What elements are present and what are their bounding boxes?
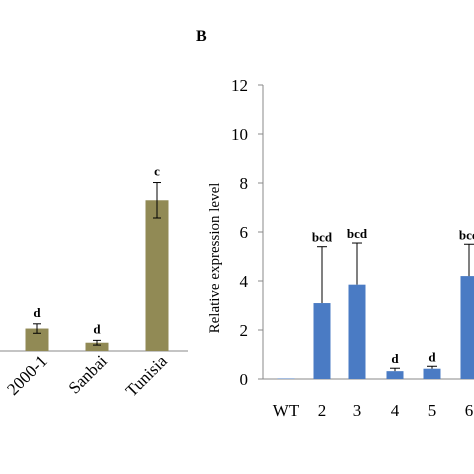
- left-x-tick-label-sanbai: Sanbai: [65, 351, 111, 397]
- bars: bcdbcdddbcd: [277, 226, 474, 379]
- y-axis-title: Relative expression level: [207, 183, 223, 334]
- left-x-tick-label-2000-1: 2000-1: [3, 351, 50, 398]
- left-x-tick-labels: 2000-1 Sanbai Tunisia: [3, 351, 171, 400]
- left-x-tick-label-tunisia: Tunisia: [122, 351, 171, 400]
- left-bar-sanbai: [85, 342, 109, 351]
- x-tick-label-3: 3: [353, 401, 362, 420]
- bar-5: [423, 368, 441, 379]
- y-tick-label-0: 0: [240, 370, 249, 389]
- x-tick-labels: WT 2 3 4 5 6: [273, 401, 473, 420]
- y-tick-label-8: 8: [240, 174, 249, 193]
- sig-label-5: d: [428, 349, 436, 364]
- x-tick-label-wt: WT: [273, 401, 300, 420]
- bar-4: [386, 371, 404, 379]
- left-sig-label-sanbai: d: [93, 321, 101, 336]
- sig-label-3: bcd: [347, 226, 368, 241]
- y-tick-label-2: 2: [240, 321, 249, 340]
- y-tick-label-4: 4: [240, 272, 249, 291]
- y-tick-label-10: 10: [231, 125, 248, 144]
- x-tick-label-4: 4: [391, 401, 400, 420]
- bar-2: [313, 303, 331, 379]
- left-bar-tunisia: [145, 200, 169, 351]
- sig-label-2: bcd: [312, 230, 333, 245]
- bar-3: [348, 284, 366, 379]
- y-tick-label-12: 12: [231, 76, 248, 95]
- chart-left-panel: d d c 2000-1 Sanbai Tunisia: [0, 164, 188, 400]
- x-tick-label-5: 5: [428, 401, 437, 420]
- left-sig-label-2000-1: d: [33, 305, 41, 320]
- sig-label-4: d: [391, 351, 399, 366]
- y-tick-label-6: 6: [240, 223, 249, 242]
- x-tick-label-2: 2: [318, 401, 327, 420]
- left-sig-label-tunisia: c: [154, 164, 160, 179]
- panel-label-b: B: [196, 28, 207, 45]
- y-tick-labels: 0 2 4 6 8 10 12: [231, 76, 263, 389]
- sig-label-6: bcd: [459, 227, 474, 242]
- bar-6: [460, 276, 474, 379]
- left-bars: d d c: [25, 164, 169, 351]
- left-bar-2000-1: [25, 328, 49, 351]
- x-tick-label-6: 6: [465, 401, 474, 420]
